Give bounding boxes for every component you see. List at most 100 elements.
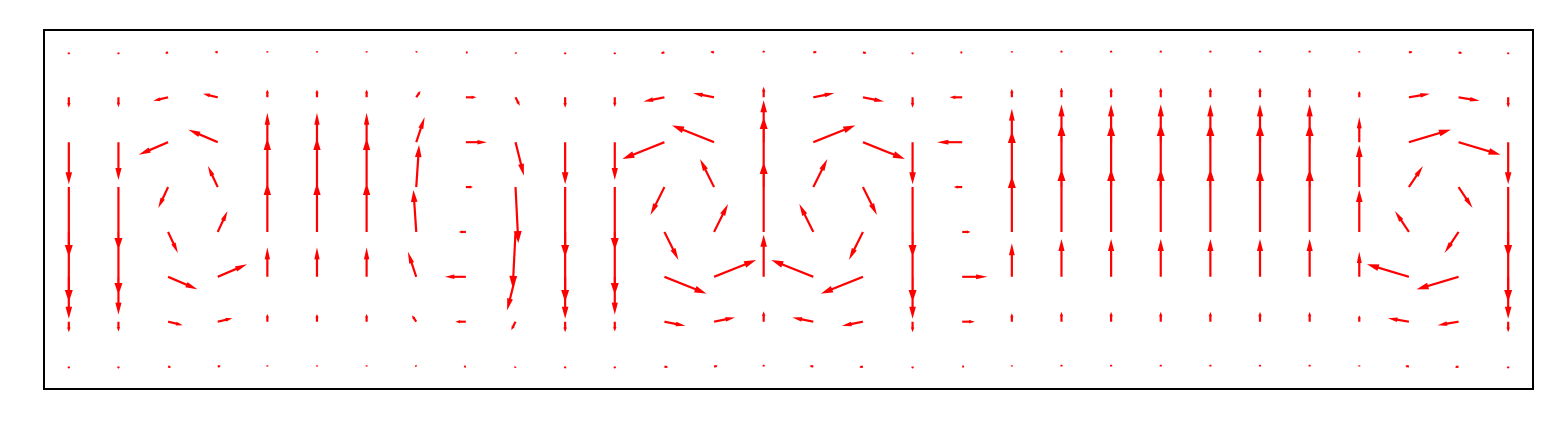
arrow: [862, 141, 905, 159]
arrow: [115, 142, 122, 180]
arrow: [458, 230, 466, 234]
arrow: [1207, 104, 1214, 143]
arrow: [266, 365, 269, 367]
arrow: [962, 274, 988, 280]
arrow: [455, 319, 466, 324]
arrow: [563, 52, 567, 55]
arrow: [1358, 365, 1361, 367]
arrow: [1107, 124, 1116, 188]
arrow: [153, 96, 169, 102]
arrow: [507, 276, 517, 311]
arrow: [613, 97, 617, 108]
arrow: [1504, 231, 1513, 302]
arrow: [407, 251, 418, 278]
arrow: [1109, 364, 1113, 367]
arrow: [643, 96, 665, 102]
arrow: [1408, 129, 1451, 144]
arrow: [263, 138, 271, 188]
arrow: [265, 313, 269, 322]
arrow: [953, 185, 963, 189]
arrow: [313, 138, 321, 188]
arrow: [511, 321, 517, 331]
arrow: [713, 260, 757, 278]
arrow: [1108, 104, 1115, 143]
arrow: [115, 276, 122, 315]
arrow: [1444, 231, 1460, 253]
arrow: [1206, 168, 1215, 232]
arrow: [67, 366, 71, 369]
arrow: [1258, 87, 1262, 98]
arrow: [1305, 168, 1314, 232]
arrow: [700, 159, 716, 188]
arrow: [1058, 239, 1065, 277]
arrow: [167, 365, 171, 369]
arrow: [949, 95, 963, 100]
arrow: [1058, 104, 1065, 143]
arrow: [465, 51, 468, 54]
arrow: [513, 366, 517, 368]
arrow: [1207, 239, 1214, 277]
arrow: [1208, 311, 1213, 322]
arrow: [561, 142, 569, 185]
arrow: [1258, 50, 1262, 53]
arrow: [862, 96, 884, 102]
arrow: [1107, 168, 1116, 232]
arrow: [1256, 124, 1265, 188]
arrow: [759, 161, 768, 232]
arrow: [1258, 311, 1262, 322]
arrow: [203, 93, 218, 99]
arrow: [962, 365, 965, 368]
arrow: [693, 92, 715, 99]
arrow: [1060, 50, 1063, 53]
arrow: [362, 182, 371, 232]
arrow: [165, 51, 169, 55]
arrow: [1356, 116, 1362, 143]
arrow: [663, 231, 679, 260]
arrow: [1208, 87, 1213, 98]
arrow: [415, 91, 421, 98]
arrow: [1057, 124, 1066, 188]
arrow: [514, 51, 518, 54]
arrow: [672, 125, 715, 144]
arrow: [67, 97, 71, 108]
arrow: [365, 313, 369, 322]
arrow: [315, 313, 319, 322]
arrow: [909, 142, 916, 185]
arrow: [1506, 366, 1510, 369]
arrow: [217, 264, 248, 278]
arrow: [1458, 51, 1463, 55]
arrow: [1308, 364, 1311, 367]
arrow: [1059, 87, 1064, 98]
arrow: [1159, 87, 1163, 98]
arrow: [561, 231, 570, 302]
arrow: [962, 319, 975, 324]
arrow: [214, 50, 218, 54]
arrow: [1256, 239, 1264, 277]
arrow: [1306, 104, 1313, 143]
arrow: [760, 234, 767, 277]
arrow: [1504, 187, 1513, 258]
arrow: [114, 231, 123, 295]
arrow: [167, 231, 178, 253]
arrow: [813, 92, 835, 99]
arrow: [812, 159, 828, 188]
arrow: [613, 52, 617, 55]
arrow: [410, 189, 418, 233]
arrow: [465, 185, 473, 189]
arrow: [962, 230, 971, 234]
arrow: [365, 89, 369, 98]
arrow: [362, 138, 371, 188]
arrow: [363, 112, 370, 143]
arrow: [713, 364, 718, 368]
arrow: [1506, 97, 1510, 108]
arrow: [65, 142, 73, 185]
arrow: [1010, 313, 1014, 322]
arrow: [1387, 317, 1410, 323]
arrow: [64, 187, 73, 258]
arrow: [216, 210, 228, 233]
arrow: [263, 182, 271, 232]
arrow: [799, 203, 815, 233]
arrow: [1159, 311, 1163, 322]
arrow: [861, 186, 877, 216]
